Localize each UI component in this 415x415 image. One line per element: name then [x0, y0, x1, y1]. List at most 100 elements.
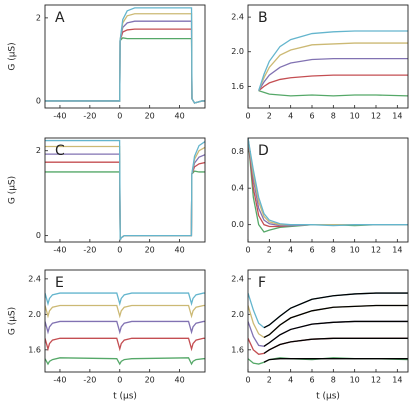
series-line — [248, 138, 408, 227]
x-tick-label: 10 — [350, 376, 360, 385]
y-tick-label: 0 — [36, 96, 41, 105]
x-tick-label: -20 — [83, 246, 96, 255]
x-tick-label: 40 — [174, 112, 184, 121]
y-axis-label: G (μS) — [8, 307, 18, 335]
x-tick-label: 40 — [174, 246, 184, 255]
y-tick-label: 1.6 — [231, 345, 244, 354]
series-line — [263, 358, 408, 363]
series-line — [45, 139, 205, 241]
series-line — [258, 42, 408, 91]
series-line — [45, 320, 205, 335]
series-line — [248, 138, 408, 227]
axes-frame — [247, 4, 409, 109]
x-tick-label: 2 — [267, 246, 272, 255]
y-tick-label: 1.6 — [231, 82, 244, 91]
panel-label: F — [258, 275, 266, 291]
y-tick-label: 2.4 — [231, 13, 244, 22]
series-line — [45, 357, 205, 366]
x-tick-label: -20 — [83, 112, 96, 121]
y-tick-label: 2.4 — [28, 274, 41, 283]
axes-frame — [247, 137, 409, 243]
series-line — [45, 28, 205, 104]
y-tick-label: 2.0 — [231, 310, 244, 319]
x-tick-label: 10 — [350, 246, 360, 255]
x-tick-label: 4 — [288, 376, 293, 385]
y-tick-label: 0.8 — [231, 147, 244, 156]
x-tick-label: 12 — [371, 246, 381, 255]
x-axis-label: t (μs) — [316, 392, 340, 402]
series-line — [263, 304, 408, 338]
x-tick-label: 10 — [350, 112, 360, 121]
x-tick-label: 14 — [392, 376, 402, 385]
series-line — [45, 145, 205, 241]
series-line — [45, 292, 205, 307]
series-line — [248, 138, 408, 226]
x-tick-label: 20 — [145, 112, 155, 121]
axes-frame — [247, 269, 409, 373]
x-tick-label: 12 — [371, 376, 381, 385]
y-tick-label: 2.4 — [231, 274, 244, 283]
y-tick-label: 0.4 — [231, 184, 244, 193]
series-line — [45, 161, 205, 241]
x-tick-label: 14 — [392, 112, 402, 121]
series-line — [45, 170, 205, 241]
y-axis-label: G (μS) — [8, 176, 18, 204]
y-tick-label: 2 — [36, 146, 41, 155]
x-tick-label: 0 — [117, 376, 122, 385]
x-tick-label: -40 — [53, 376, 66, 385]
series-line — [45, 7, 205, 104]
x-tick-label: 6 — [309, 376, 314, 385]
x-axis-label: t (μs) — [113, 392, 137, 402]
x-tick-label: 14 — [392, 246, 402, 255]
x-tick-label: 0 — [117, 112, 122, 121]
y-tick-label: 0.0 — [231, 220, 244, 229]
axes-frame — [44, 137, 206, 243]
x-tick-label: 20 — [145, 246, 155, 255]
series-line — [258, 30, 408, 91]
x-tick-label: 6 — [309, 246, 314, 255]
panel-label: E — [55, 275, 64, 291]
x-tick-label: 8 — [331, 376, 336, 385]
x-tick-label: 4 — [288, 112, 293, 121]
x-tick-label: 0 — [245, 112, 250, 121]
y-tick-label: 2.0 — [28, 310, 41, 319]
y-tick-label: 2.0 — [231, 47, 244, 56]
panel-label: D — [258, 143, 269, 159]
series-line — [45, 153, 205, 241]
series-line — [258, 90, 408, 97]
series-line — [45, 337, 205, 352]
series-line — [248, 138, 408, 228]
panel-label: B — [258, 10, 268, 26]
series-line — [45, 37, 205, 104]
x-tick-label: -40 — [53, 112, 66, 121]
axes-frame — [44, 4, 206, 109]
series-line — [263, 292, 408, 329]
series-line — [263, 337, 408, 354]
x-tick-label: 40 — [174, 376, 184, 385]
x-tick-label: 4 — [288, 246, 293, 255]
series-line — [258, 74, 408, 92]
y-axis-label: G (μS) — [8, 42, 18, 70]
y-tick-label: 0 — [36, 231, 41, 240]
x-tick-label: 6 — [309, 112, 314, 121]
x-tick-label: 2 — [267, 376, 272, 385]
y-tick-label: 1.6 — [28, 345, 41, 354]
panel-label: C — [55, 143, 65, 159]
panel-label: A — [55, 10, 65, 26]
series-line — [45, 20, 205, 104]
x-tick-label: 0 — [117, 246, 122, 255]
x-tick-label: 8 — [331, 246, 336, 255]
x-tick-label: 2 — [267, 112, 272, 121]
series-line — [258, 58, 408, 92]
x-tick-label: 8 — [331, 112, 336, 121]
x-tick-label: 0 — [245, 376, 250, 385]
series-line — [248, 138, 408, 233]
x-tick-label: 12 — [371, 112, 381, 121]
series-line — [263, 320, 408, 347]
series-line — [248, 320, 408, 347]
y-tick-label: 2 — [36, 13, 41, 22]
axes-frame — [44, 269, 206, 373]
x-tick-label: -20 — [83, 376, 96, 385]
